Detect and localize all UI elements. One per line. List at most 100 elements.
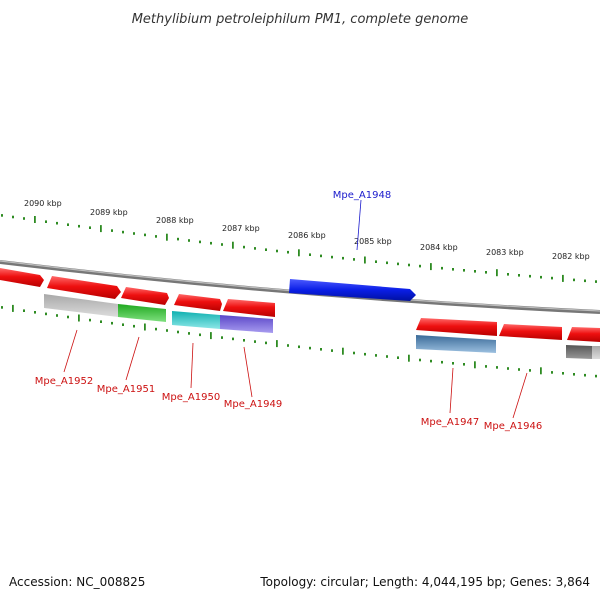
major-tick xyxy=(78,314,80,322)
gene-arrow[interactable] xyxy=(567,327,600,342)
minor-tick xyxy=(518,274,520,277)
gene-arrow[interactable] xyxy=(223,299,275,317)
minor-tick xyxy=(353,258,355,261)
gene-box[interactable] xyxy=(220,315,273,333)
minor-tick xyxy=(485,365,487,368)
kbp-label: 2085 kbp xyxy=(354,237,392,246)
minor-tick xyxy=(529,369,531,372)
gene-box[interactable] xyxy=(44,294,118,317)
minor-tick xyxy=(364,352,366,356)
minor-tick xyxy=(485,271,487,274)
minor-tick xyxy=(595,374,597,378)
minor-tick xyxy=(320,348,322,351)
minor-tick xyxy=(144,233,146,237)
gene-label-mpe-a1950[interactable]: Mpe_A1950 xyxy=(162,392,220,403)
minor-tick xyxy=(584,279,586,283)
kbp-label: 2087 kbp xyxy=(222,224,260,233)
minor-tick xyxy=(397,262,399,266)
major-tick xyxy=(540,367,542,375)
minor-tick xyxy=(408,263,410,267)
minor-tick xyxy=(23,309,25,312)
minor-tick xyxy=(518,368,520,371)
minor-tick xyxy=(177,330,179,334)
minor-tick xyxy=(232,337,234,341)
gene-label-mpe-a1952[interactable]: Mpe_A1952 xyxy=(35,376,93,387)
minor-tick xyxy=(309,346,311,350)
minor-tick xyxy=(155,235,157,238)
gene-arrow[interactable] xyxy=(174,294,222,311)
major-tick xyxy=(474,361,476,369)
gene-arrow[interactable] xyxy=(47,276,121,299)
minor-tick xyxy=(265,248,267,251)
minor-tick xyxy=(166,329,168,332)
gene-label-mpe-a1948[interactable]: Mpe_A1948 xyxy=(333,190,391,201)
minor-tick xyxy=(89,226,91,229)
minor-tick xyxy=(441,266,443,270)
minor-tick xyxy=(111,321,113,325)
gene-box[interactable] xyxy=(416,335,496,353)
gene-arrow[interactable] xyxy=(121,287,169,305)
minor-tick xyxy=(45,312,47,316)
minor-tick xyxy=(452,268,454,271)
minor-tick xyxy=(133,324,135,328)
gene-label-mpe-a1951[interactable]: Mpe_A1951 xyxy=(97,384,155,395)
gene-labels: Mpe_A1948 Mpe_A1952 Mpe_A1951 Mpe_A1950 … xyxy=(35,190,542,432)
minor-tick xyxy=(89,318,91,322)
minor-tick xyxy=(243,245,245,249)
kbp-labels: 2090 kbp 2089 kbp 2088 kbp 2087 kbp 2086… xyxy=(24,199,590,261)
gene-arrow[interactable] xyxy=(0,268,44,287)
minor-tick xyxy=(221,336,223,339)
kbp-label: 2086 kbp xyxy=(288,231,326,240)
minor-tick xyxy=(331,255,333,259)
minor-tick xyxy=(254,340,256,343)
gene-label-mpe-a1949[interactable]: Mpe_A1949 xyxy=(224,399,282,410)
major-tick xyxy=(430,263,432,271)
major-tick xyxy=(298,249,300,257)
gene-box[interactable] xyxy=(118,304,166,322)
minor-tick xyxy=(573,278,575,282)
minor-tick xyxy=(177,237,179,241)
minor-tick xyxy=(188,332,190,335)
minor-tick xyxy=(287,344,289,347)
gene-arrow[interactable] xyxy=(499,324,562,340)
kbp-label: 2082 kbp xyxy=(552,252,590,261)
major-tick xyxy=(232,241,234,249)
gene-arrow[interactable] xyxy=(416,318,497,336)
gene-label-mpe-a1946[interactable]: Mpe_A1946 xyxy=(484,421,542,432)
minor-tick xyxy=(199,333,201,337)
minor-tick xyxy=(320,254,322,258)
gene-box[interactable] xyxy=(172,311,220,329)
gene-label-mpe-a1947[interactable]: Mpe_A1947 xyxy=(421,417,479,428)
major-tick xyxy=(276,340,278,348)
minor-tick xyxy=(276,249,278,253)
highlight-gene-arrow[interactable] xyxy=(289,279,416,301)
major-tick xyxy=(100,225,102,233)
minor-tick xyxy=(155,327,157,331)
kbp-label: 2089 kbp xyxy=(90,208,128,217)
major-tick xyxy=(364,256,366,264)
minor-tick xyxy=(452,362,454,365)
major-tick xyxy=(144,323,146,331)
minor-tick xyxy=(496,366,498,369)
minor-tick xyxy=(342,256,344,260)
minor-tick xyxy=(430,359,432,363)
minor-tick xyxy=(67,223,69,226)
reverse-genes xyxy=(44,294,600,359)
major-tick xyxy=(12,304,14,312)
minor-tick xyxy=(375,260,377,263)
gene-box[interactable] xyxy=(566,345,592,359)
major-tick xyxy=(210,332,212,340)
gene-box[interactable] xyxy=(592,346,600,359)
minor-tick xyxy=(375,354,377,357)
minor-tick xyxy=(331,349,333,352)
major-tick xyxy=(496,269,498,277)
major-tick xyxy=(408,354,410,362)
major-tick xyxy=(166,233,168,241)
minor-tick xyxy=(12,215,14,219)
kbp-label: 2088 kbp xyxy=(156,216,194,225)
minor-tick xyxy=(210,241,212,245)
minor-tick xyxy=(23,217,25,220)
minor-tick xyxy=(397,356,399,359)
kbp-label: 2084 kbp xyxy=(420,243,458,252)
